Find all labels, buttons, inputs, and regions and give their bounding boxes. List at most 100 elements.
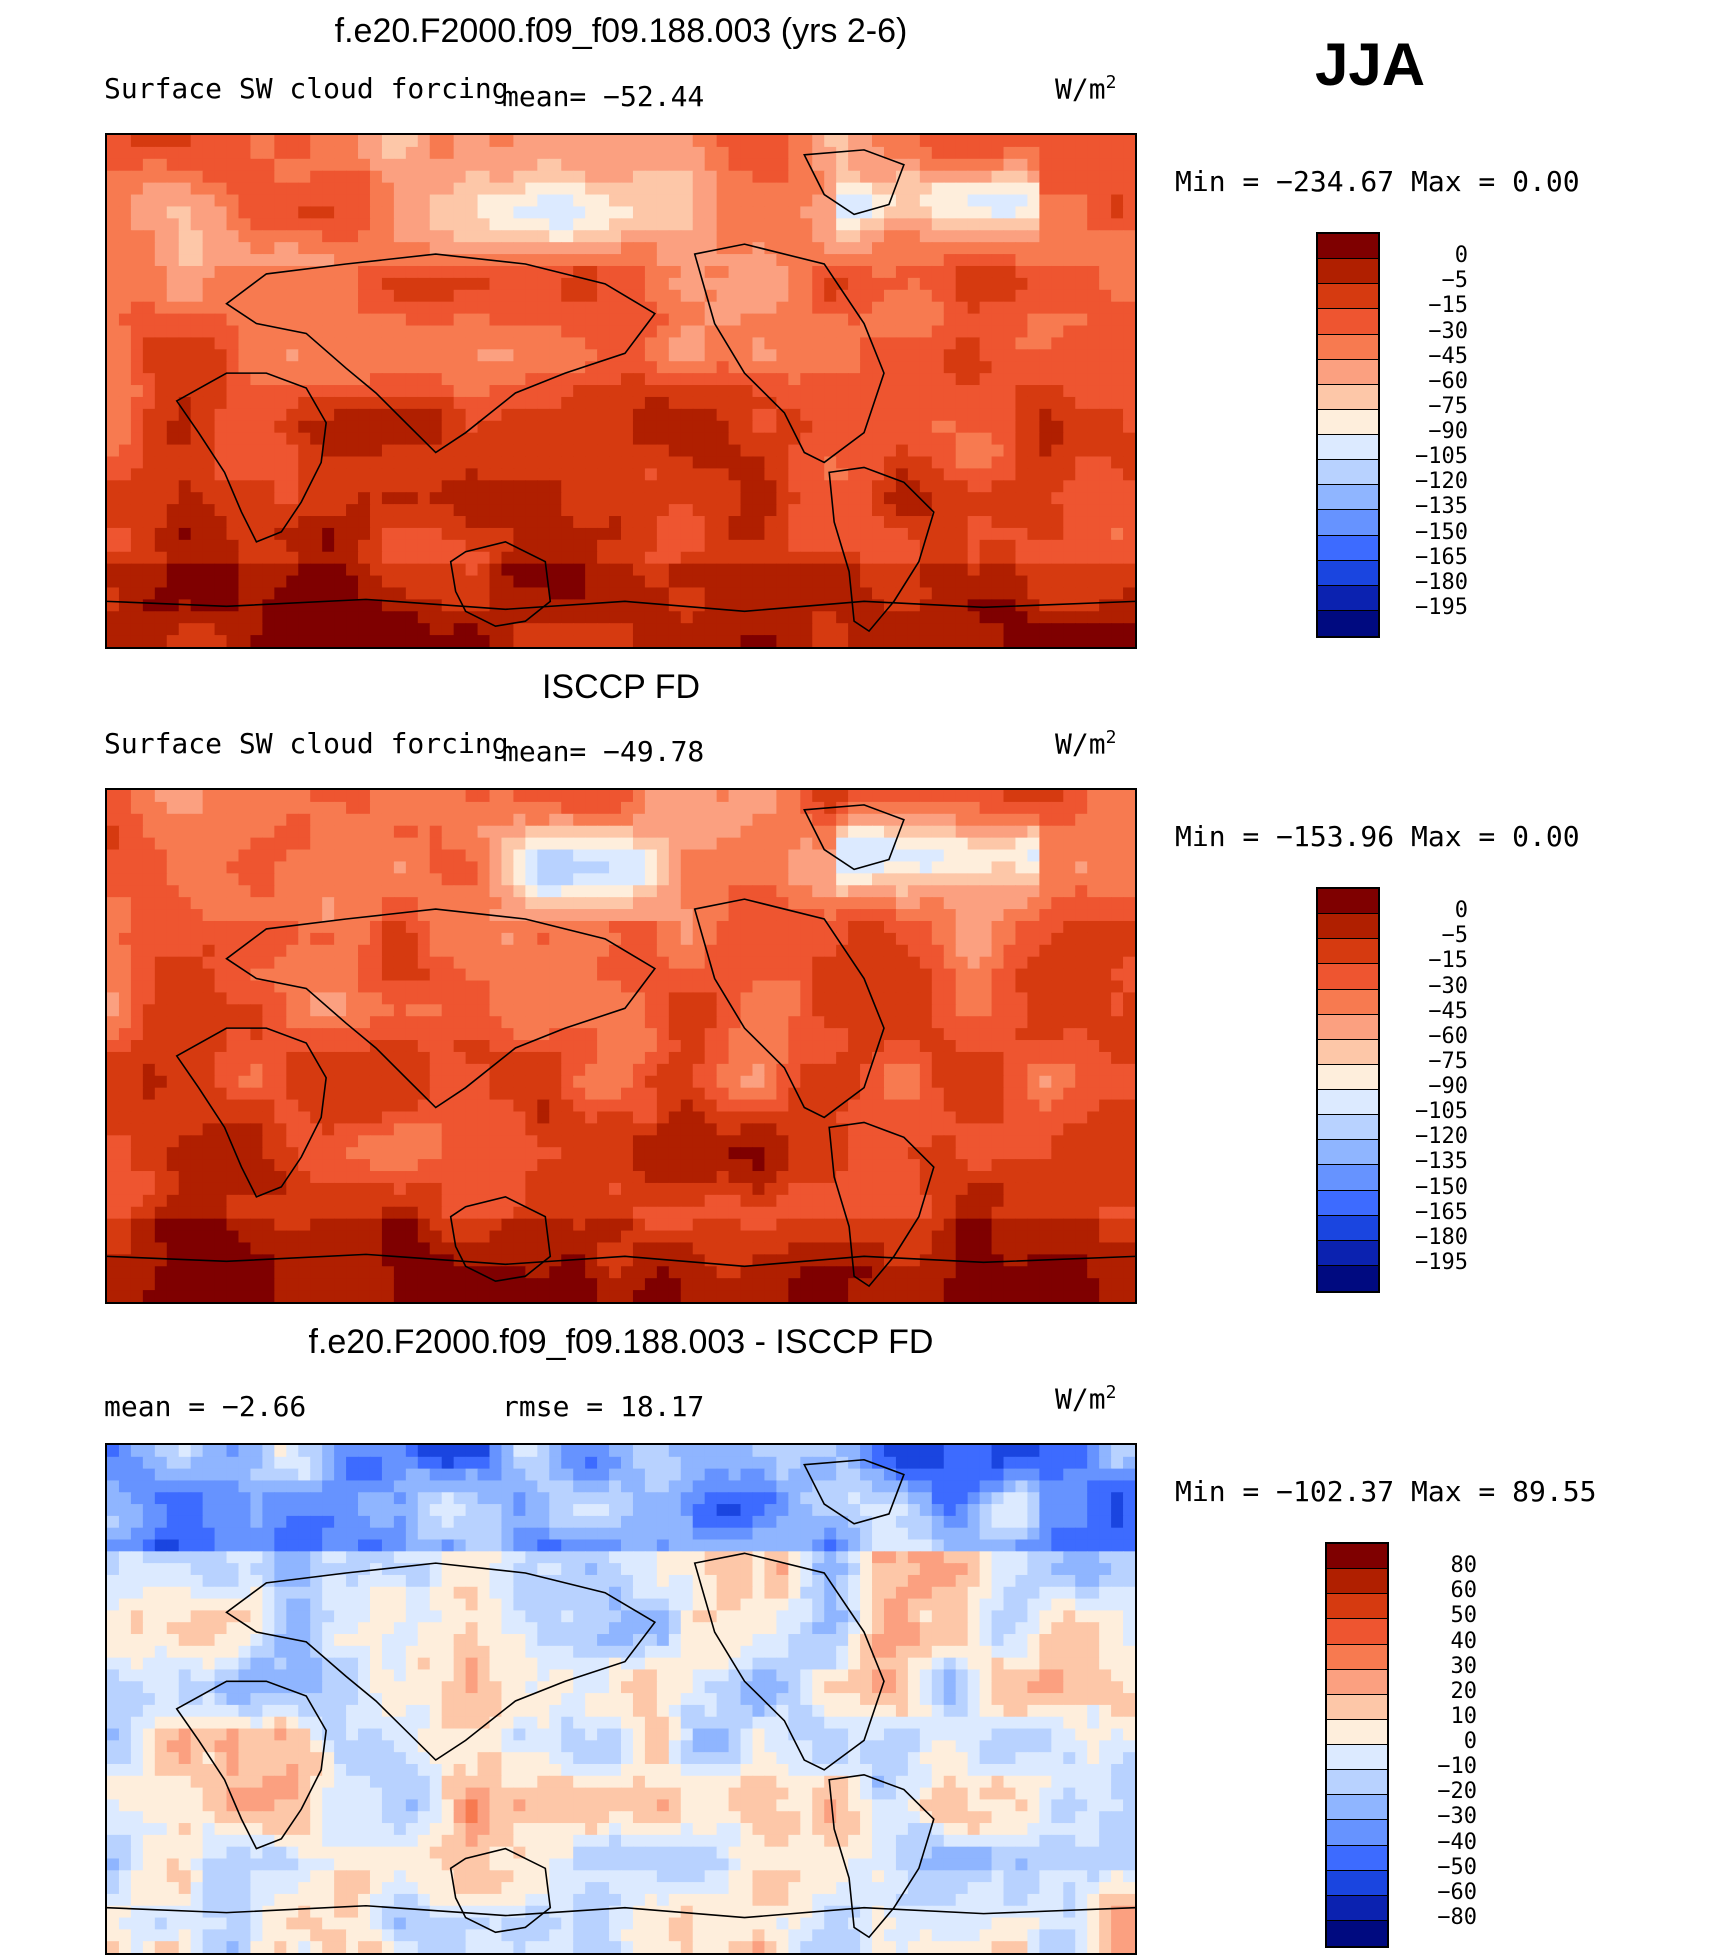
map-grid-cell — [465, 611, 479, 624]
map-grid-cell — [1087, 920, 1100, 934]
map-grid-cell — [632, 265, 646, 279]
map-grid-cell — [597, 504, 610, 517]
map-grid-cell — [1111, 325, 1124, 339]
map-grid-cell — [561, 468, 574, 481]
map-grid-cell — [1063, 444, 1076, 458]
map-grid-cell — [1051, 325, 1064, 339]
map-grid-cell — [178, 956, 192, 970]
map-grid-cell — [202, 956, 216, 970]
map-grid-cell — [692, 349, 706, 362]
map-grid-cell — [1003, 230, 1017, 243]
map-grid-cell — [501, 170, 515, 184]
map-grid-cell — [609, 813, 622, 827]
map-grid-cell — [417, 194, 431, 208]
map-grid-cell — [393, 587, 407, 600]
map-grid-cell — [274, 563, 287, 577]
map-grid-cell — [668, 385, 682, 398]
map-grid-cell — [752, 277, 766, 291]
map-grid-cell — [979, 182, 993, 196]
map-grid-cell — [346, 456, 359, 469]
map-grid-cell — [465, 218, 479, 231]
map-grid-cell — [453, 825, 467, 839]
map-grid-cell — [441, 944, 455, 958]
map-grid-cell — [740, 420, 754, 434]
map-grid-cell — [919, 504, 933, 517]
map-grid-cell — [537, 146, 550, 160]
map-grid-cell — [883, 301, 897, 315]
map-grid-cell — [166, 813, 180, 827]
map-grid-cell — [441, 539, 455, 553]
map-grid-cell — [381, 527, 395, 541]
map-grid-cell — [381, 944, 395, 958]
map-grid-cell — [465, 861, 479, 874]
map-grid-cell — [812, 944, 825, 958]
map-grid-cell — [1051, 349, 1064, 362]
map-grid-cell — [1039, 289, 1052, 303]
map-grid-cell — [226, 313, 240, 327]
map-grid-cell — [680, 587, 694, 600]
map-grid-cell — [668, 135, 682, 148]
map-grid-cell — [585, 146, 598, 160]
map-grid-cell — [525, 635, 538, 647]
map-grid-cell — [286, 408, 299, 422]
map-grid-cell — [740, 265, 754, 279]
map-grid-cell — [836, 385, 849, 398]
map-grid-cell — [202, 265, 216, 279]
map-grid-cell — [274, 492, 287, 505]
map-grid-cell — [525, 289, 538, 303]
map-grid-cell — [836, 623, 849, 636]
map-grid-cell — [955, 563, 969, 577]
map-grid-cell — [549, 337, 562, 350]
map-grid-cell — [441, 444, 455, 458]
map-grid-cell — [417, 206, 431, 219]
map-grid-cell — [573, 885, 586, 898]
map-grid-cell — [931, 623, 945, 636]
map-grid-cell — [704, 230, 718, 243]
map-grid-cell — [621, 790, 634, 803]
map-grid-cell — [800, 897, 813, 910]
map-grid-cell — [441, 468, 455, 481]
colorbar-swatch — [1318, 259, 1378, 285]
map-grid-cell — [549, 861, 562, 874]
map-grid-cell — [979, 873, 993, 886]
map-grid-cell — [704, 254, 718, 267]
map-grid-cell — [1015, 492, 1029, 505]
map-grid-cell — [943, 396, 957, 410]
map-grid-cell — [166, 158, 180, 172]
map-grid-cell — [573, 920, 586, 934]
map-grid-cell — [919, 813, 933, 827]
map-grid-cell — [525, 408, 538, 422]
map-grid-cell — [178, 897, 192, 910]
map-grid-cell — [549, 837, 562, 851]
map-grid-cell — [621, 801, 634, 815]
map-grid-cell — [226, 611, 240, 624]
map-grid-cell — [190, 563, 204, 577]
map-grid-cell — [824, 897, 837, 910]
map-grid-cell — [800, 516, 813, 529]
map-grid-cell — [489, 218, 503, 231]
map-grid-cell — [1111, 849, 1124, 863]
map-grid-cell — [537, 182, 550, 196]
map-grid-cell — [1051, 873, 1064, 886]
map-grid-cell — [393, 194, 407, 208]
map-grid-cell — [812, 254, 825, 267]
map-grid-cell — [358, 944, 371, 958]
map-grid-cell — [549, 420, 562, 434]
map-grid-cell — [752, 575, 766, 589]
map-grid-cell — [740, 170, 754, 184]
map-grid-cell — [907, 456, 921, 469]
map-grid-cell — [262, 635, 275, 647]
map-grid-cell — [644, 420, 658, 434]
map-grid-cell — [1027, 539, 1040, 553]
map-grid-cell — [262, 527, 275, 541]
map-grid-cell — [776, 408, 789, 422]
map-grid-cell — [322, 468, 335, 481]
map-grid-cell — [417, 182, 431, 196]
map-grid-cell — [322, 909, 335, 922]
map-grid-cell — [740, 396, 754, 410]
map-grid-cell — [334, 587, 347, 600]
map-grid-cell — [453, 956, 467, 970]
map-grid-cell — [298, 194, 311, 208]
map-grid-cell — [166, 170, 180, 184]
map-grid-cell — [1051, 313, 1064, 327]
